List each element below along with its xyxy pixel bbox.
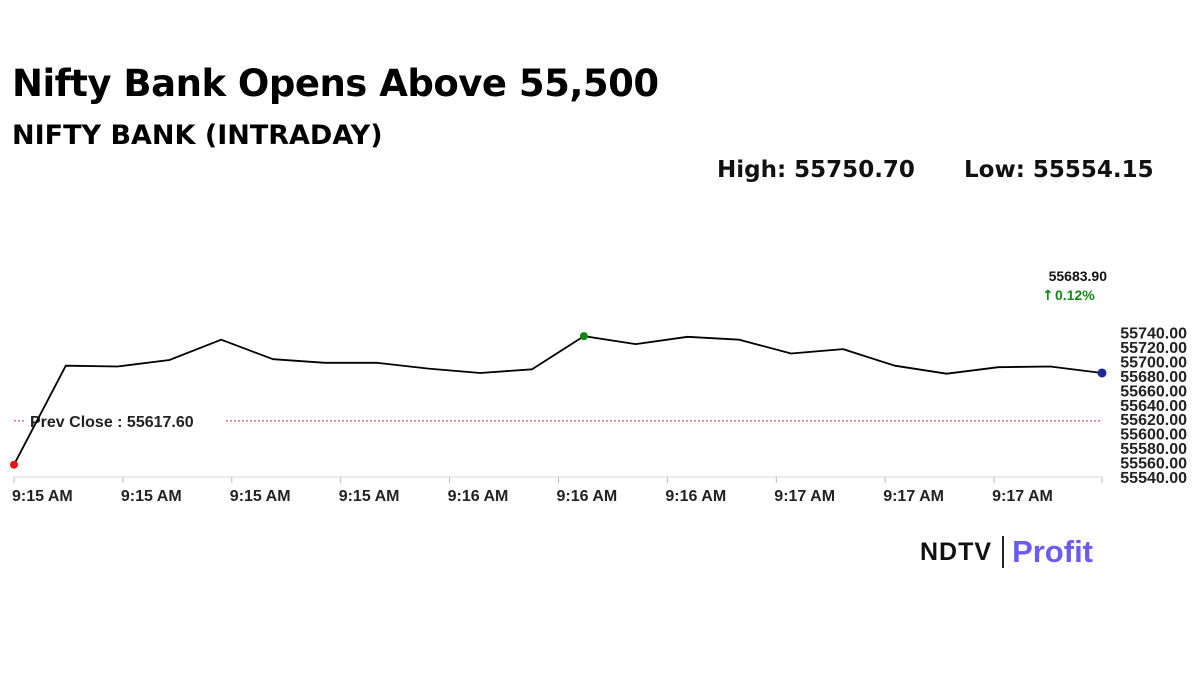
last-point — [1097, 368, 1107, 378]
x-tick-label: 9:15 AM — [121, 488, 182, 505]
x-tick-label: 9:15 AM — [12, 488, 73, 505]
change-arrow-icon: ↑ — [1042, 288, 1054, 304]
y-tick-label: 55660.00 — [1120, 383, 1187, 400]
logo-profit-text: Profit — [1012, 534, 1093, 569]
high-point — [579, 332, 588, 341]
logo-divider — [1002, 536, 1005, 568]
y-tick-label: 55600.00 — [1120, 427, 1187, 444]
y-tick-label: 55740.00 — [1120, 326, 1187, 343]
high-label: High: 55750.70 — [717, 157, 915, 183]
headline: Nifty Bank Opens Above 55,500 — [12, 62, 659, 105]
x-tick-label: 9:15 AM — [339, 488, 400, 505]
logo-ndtv-text: NDTV — [920, 537, 993, 566]
y-tick-label: 55580.00 — [1120, 441, 1187, 458]
prev-close-label: Prev Close : 55617.60 — [30, 414, 194, 431]
x-tick-label: 9:17 AM — [774, 488, 835, 505]
x-tick-label: 9:17 AM — [883, 488, 944, 505]
open-point — [10, 460, 18, 469]
x-tick-label: 9:17 AM — [992, 488, 1053, 505]
ndtv-profit-logo: NDTV Profit — [920, 532, 1093, 572]
x-tick-label: 9:16 AM — [557, 488, 618, 505]
y-tick-label: 55720.00 — [1120, 340, 1187, 357]
low-label: Low: 55554.15 — [964, 157, 1154, 183]
change-label: 0.12% — [1055, 287, 1095, 303]
y-tick-label: 55560.00 — [1120, 456, 1187, 473]
y-tick-label: 55640.00 — [1120, 398, 1187, 415]
y-tick-label: 55680.00 — [1120, 369, 1187, 386]
y-tick-label: 55700.00 — [1120, 354, 1187, 371]
price-line — [13, 335, 1103, 466]
last-value-label: 55683.90 — [1049, 268, 1108, 284]
y-tick-label: 55540.00 — [1120, 470, 1187, 487]
prev-close-label-bg — [24, 409, 224, 432]
x-tick-label: 9:16 AM — [448, 488, 509, 505]
y-tick-label: 55620.00 — [1120, 412, 1187, 429]
x-tick-label: 9:16 AM — [665, 488, 726, 505]
x-tick-label: 9:15 AM — [230, 488, 291, 505]
chart-title: NIFTY BANK (INTRADAY) — [12, 120, 383, 151]
